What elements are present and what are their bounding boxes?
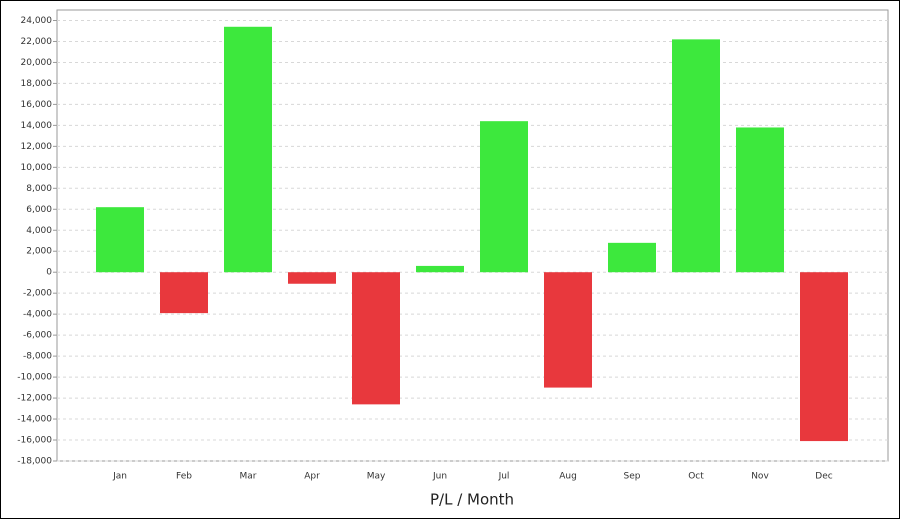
y-tick-label: -2,000	[23, 289, 52, 299]
bar	[608, 242, 656, 273]
bar	[544, 272, 592, 388]
y-tick-label: -12,000	[17, 394, 52, 404]
y-tick-label: -10,000	[17, 373, 52, 383]
y-tick-label: -8,000	[23, 352, 52, 362]
y-tick-label: 14,000	[21, 121, 53, 131]
bar	[800, 272, 848, 442]
y-tick-label: 4,000	[26, 226, 52, 236]
bar	[96, 207, 144, 273]
y-tick-label: 12,000	[21, 142, 53, 152]
y-tick-label: 10,000	[21, 163, 53, 173]
y-tick-label: -14,000	[17, 415, 52, 425]
x-tick-label: Sep	[624, 472, 641, 482]
y-tick-label: 2,000	[26, 247, 52, 257]
y-tick-label: -18,000	[17, 457, 52, 467]
y-tick-label: -16,000	[17, 436, 52, 446]
bar	[736, 127, 784, 273]
x-tick-label: Nov	[751, 472, 769, 482]
x-tick-label: Jan	[112, 472, 127, 482]
x-tick-label: Aug	[559, 472, 577, 482]
x-tick-label: Apr	[304, 472, 320, 482]
y-tick-label: 8,000	[26, 184, 52, 194]
y-tick-label: -6,000	[23, 331, 52, 341]
y-tick-label: 0	[46, 268, 52, 278]
x-tick-label: Jun	[432, 472, 447, 482]
bar	[160, 272, 208, 314]
y-tick-label: 16,000	[21, 100, 53, 110]
y-tick-label: 20,000	[21, 58, 53, 68]
x-tick-label: Jul	[498, 472, 510, 482]
x-tick-label: May	[367, 472, 386, 482]
bar	[288, 272, 336, 284]
bar	[672, 39, 720, 273]
y-tick-label: 24,000	[21, 16, 53, 26]
x-axis-title: P/L / Month	[430, 491, 514, 509]
y-tick-label: -4,000	[23, 310, 52, 320]
bar	[224, 26, 272, 273]
x-tick-label: Mar	[240, 472, 257, 482]
x-tick-label: Oct	[688, 472, 704, 482]
y-tick-label: 6,000	[26, 205, 52, 215]
y-tick-label: 22,000	[21, 37, 53, 47]
y-tick-label: 18,000	[21, 79, 53, 89]
bar	[352, 272, 400, 405]
bar	[416, 265, 464, 273]
x-tick-label: Feb	[176, 472, 192, 482]
bar	[480, 121, 528, 273]
x-tick-label: Dec	[815, 472, 832, 482]
